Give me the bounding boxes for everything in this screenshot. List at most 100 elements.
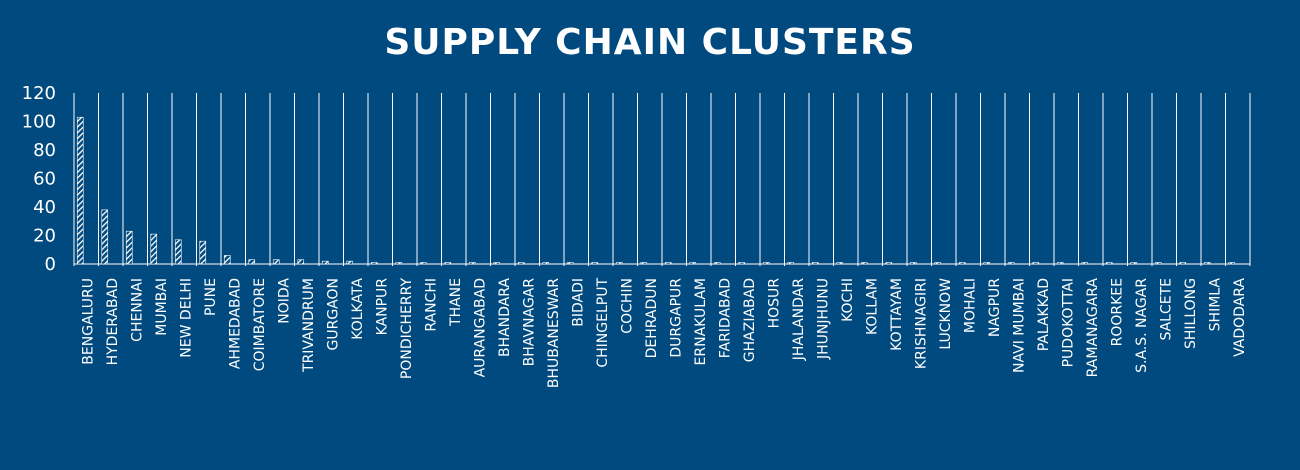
bar-nagpur xyxy=(983,262,991,265)
category-label: HOSUR xyxy=(766,278,782,329)
category-label: HYDERABAD xyxy=(105,278,121,365)
bar-kochi xyxy=(836,262,844,265)
category-label: SALCETE xyxy=(1158,278,1174,341)
bar-kottayam xyxy=(885,262,893,265)
category-label: KOCHI xyxy=(840,278,856,322)
bar-new-delhi xyxy=(174,239,182,265)
category-label: GHAZIABAD xyxy=(742,278,758,362)
category-label: AHMEDABAD xyxy=(227,278,243,369)
bar-salcete xyxy=(1154,262,1162,265)
category-label: BIDADI xyxy=(570,278,586,327)
bar-shimla xyxy=(1203,262,1211,265)
y-tick-label: 0 xyxy=(45,254,56,275)
category-label: BHUBANESWAR xyxy=(546,278,562,388)
y-tick-label: 120 xyxy=(22,83,56,104)
category-label: JHALANDAR xyxy=(791,278,807,362)
category-label: NOIDA xyxy=(276,278,292,324)
bar-chennai xyxy=(125,230,133,265)
bar-coimbatore xyxy=(248,259,256,265)
category-label: NAGPUR xyxy=(987,278,1003,337)
bar-gurgaon xyxy=(321,260,329,265)
bar-pondicherry xyxy=(395,262,403,265)
bar-ahmedabad xyxy=(223,255,231,265)
category-label: PUNE xyxy=(203,278,219,316)
category-label: CHINGELPUT xyxy=(595,278,611,368)
category-label: MOHALI xyxy=(962,278,978,333)
bar-durgapur xyxy=(664,262,672,265)
bar-faridabad xyxy=(713,262,721,265)
y-tick-label: 20 xyxy=(33,226,56,247)
bar-kollam xyxy=(860,262,868,265)
category-label: KOLLAM xyxy=(864,278,880,335)
bar-vadodara xyxy=(1228,262,1236,265)
bar-ranchi xyxy=(419,262,427,265)
bar-lucknow xyxy=(934,262,942,265)
bar-thane xyxy=(444,262,452,265)
bar-pudokottai xyxy=(1056,262,1064,265)
category-label: GURGAON xyxy=(325,278,341,351)
grid-lines xyxy=(73,93,1251,266)
category-label: KOTTAYAM xyxy=(889,278,905,351)
bar-ramanagara xyxy=(1081,262,1089,265)
bar-cochin xyxy=(615,262,623,265)
bar-jhalandar xyxy=(787,262,795,265)
category-label: PUDOKOTTAI xyxy=(1060,278,1076,367)
category-label: BHAVNAGAR xyxy=(521,278,537,367)
bar-ernakulam xyxy=(689,262,697,265)
category-label: ROORKEE xyxy=(1109,278,1125,346)
bars xyxy=(76,116,1236,265)
category-label: DEHRADUN xyxy=(644,278,660,358)
category-label: ERNAKULAM xyxy=(693,278,709,365)
bar-aurangabad xyxy=(468,262,476,265)
category-label: LUCKNOW xyxy=(938,278,954,350)
bar-kanpur xyxy=(370,262,378,265)
category-label: PONDICHERRY xyxy=(399,278,415,380)
category-label: TRIVANDRUM xyxy=(301,278,317,373)
bar-hosur xyxy=(762,262,770,265)
category-label: MUMBAI xyxy=(154,278,170,336)
y-tick-label: 100 xyxy=(22,112,56,133)
category-label: RANCHI xyxy=(423,278,439,332)
category-label: SHIMLA xyxy=(1207,278,1223,332)
category-label: COCHIN xyxy=(619,278,635,334)
bar-hyderabad xyxy=(101,209,109,265)
y-tick-label: 60 xyxy=(33,169,56,190)
bar-kolkata xyxy=(346,260,354,265)
bar-jhunjhunu xyxy=(811,262,819,265)
category-label: JHUNJHUNU xyxy=(815,278,831,360)
category-label: FARIDABAD xyxy=(717,278,733,358)
category-label: DURGAPUR xyxy=(668,278,684,358)
bar-bhavnagar xyxy=(517,262,525,265)
bar-mohali xyxy=(958,262,966,265)
category-label: PALAKKAD xyxy=(1036,278,1052,351)
category-label: THANE xyxy=(448,278,464,327)
bar-chingelput xyxy=(591,262,599,265)
bar-bhubaneswar xyxy=(542,262,550,265)
bar-ghaziabad xyxy=(738,262,746,265)
bar-bidadi xyxy=(566,262,574,265)
category-label: CHENNAI xyxy=(129,278,145,342)
bar-s-a-s-nagar xyxy=(1130,262,1138,265)
bar-navi-mumbai xyxy=(1007,262,1015,265)
category-label: SHILLONG xyxy=(1183,278,1199,349)
chart-title: SUPPLY CHAIN CLUSTERS xyxy=(384,22,916,63)
bar-krishnagiri xyxy=(909,262,917,265)
bar-mumbai xyxy=(150,233,158,265)
category-label: S.A.S. NAGAR xyxy=(1134,278,1150,373)
category-label: BENGALURU xyxy=(80,278,96,365)
y-axis-ticks: 0 20 40 60 80 100 120 xyxy=(22,83,56,275)
bar-pune xyxy=(199,240,207,265)
category-label: AURANGABAD xyxy=(472,278,488,377)
bar-shillong xyxy=(1179,262,1187,265)
bar-dehradun xyxy=(640,262,648,265)
category-label: COIMBATORE xyxy=(252,278,268,371)
bar-bhandara xyxy=(493,262,501,265)
bar-palakkad xyxy=(1032,262,1040,265)
category-label: NAVI MUMBAI xyxy=(1011,278,1027,373)
y-tick-label: 80 xyxy=(33,140,56,161)
bar-bengaluru xyxy=(76,116,84,265)
category-label: VADODARA xyxy=(1232,278,1248,357)
category-label: KANPUR xyxy=(374,278,390,336)
